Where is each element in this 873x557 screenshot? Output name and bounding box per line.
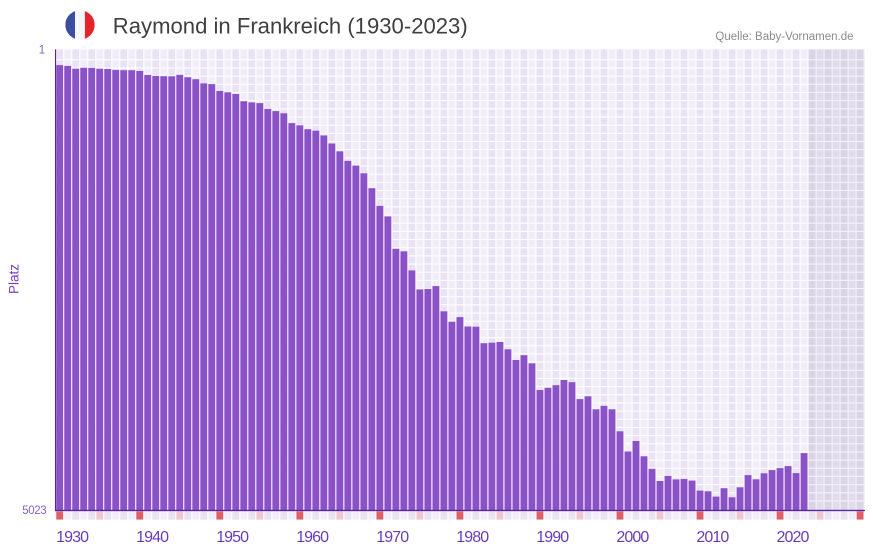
svg-text:2000: 2000 [616, 529, 649, 546]
svg-text:Platz: Platz [7, 264, 22, 294]
svg-text:1: 1 [39, 45, 45, 57]
svg-text:1970: 1970 [376, 529, 409, 546]
svg-text:1990: 1990 [536, 529, 569, 546]
svg-text:5023: 5023 [22, 505, 46, 517]
svg-text:Raymond in Frankreich (1930-20: Raymond in Frankreich (1930-2023) [113, 14, 468, 39]
svg-text:1930: 1930 [56, 529, 89, 546]
svg-text:1960: 1960 [296, 529, 329, 546]
svg-text:2010: 2010 [696, 529, 729, 546]
svg-text:1950: 1950 [216, 529, 249, 546]
svg-text:Quelle: Baby-Vornamen.de: Quelle: Baby-Vornamen.de [715, 31, 853, 43]
svg-text:1980: 1980 [456, 529, 489, 546]
svg-text:2020: 2020 [777, 529, 810, 546]
svg-text:1940: 1940 [136, 529, 169, 546]
